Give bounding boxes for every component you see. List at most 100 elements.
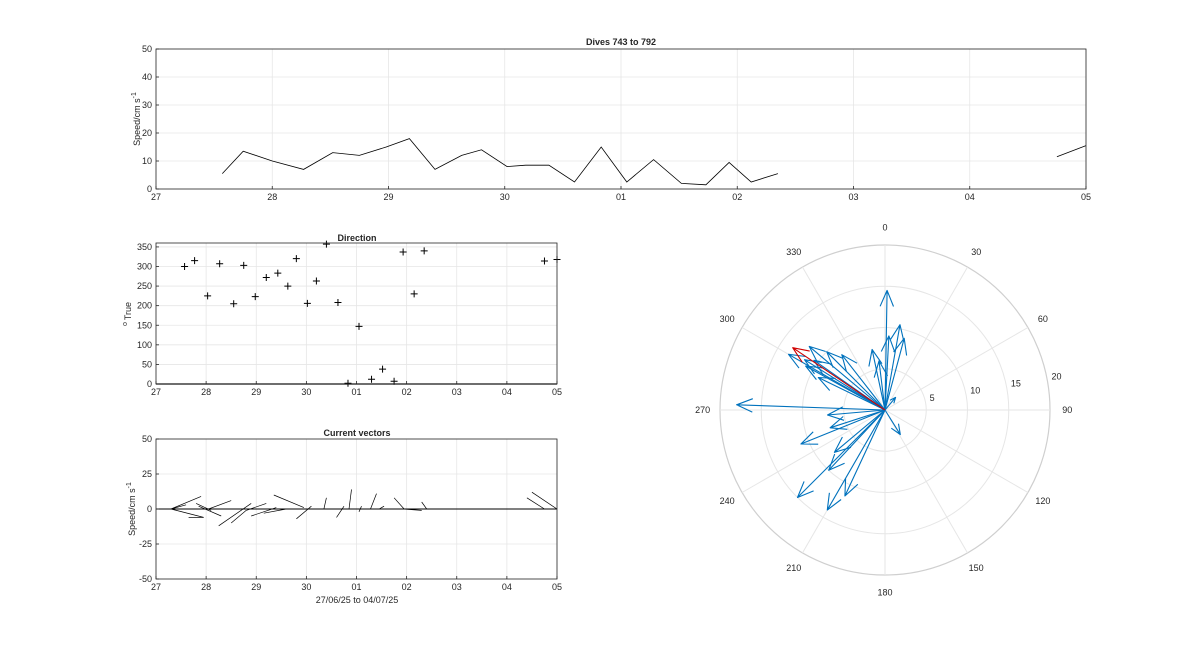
polar-ring-label: 20 — [1052, 371, 1062, 381]
speed-xtick-label: 27 — [151, 192, 161, 202]
polar-ring-label: 15 — [1011, 379, 1021, 389]
speed-series — [222, 138, 1087, 186]
speed-xtick-label: 01 — [616, 192, 626, 202]
current-vector — [170, 496, 202, 510]
current-vector — [263, 508, 287, 514]
polar-vector — [736, 398, 886, 413]
polar-vector — [800, 409, 886, 445]
direction-point — [204, 292, 212, 300]
polar-spoke — [884, 409, 1029, 493]
direction-point — [191, 257, 199, 265]
direction-xtick-label: 01 — [351, 387, 361, 397]
direction-point — [399, 248, 407, 256]
current-vector — [246, 503, 267, 511]
direction-point — [240, 261, 248, 269]
speed-axes: Dives 743 to 792 27 28 29 30 01 02 03 04 0501020… — [131, 37, 1091, 202]
polar-ring-label: 10 — [970, 386, 980, 396]
polar-vector — [833, 409, 886, 453]
polar-angle-label: 210 — [786, 563, 801, 573]
direction-ytick-label: 250 — [137, 281, 152, 291]
polar-spoke — [802, 266, 886, 411]
polar-vector — [826, 406, 886, 421]
direction-xtick-label: 27 — [151, 387, 161, 397]
current-vector — [208, 500, 232, 510]
speed-ylabel-text: Speed/cm s — [132, 98, 142, 146]
speed-line — [1056, 145, 1087, 158]
current-vector — [378, 505, 385, 510]
polar-angle-label: 180 — [877, 587, 892, 597]
current-vector — [273, 494, 305, 508]
direction-ytick-label: 100 — [137, 340, 152, 350]
speed-xtick-label: 02 — [732, 192, 742, 202]
current-vector — [323, 497, 327, 510]
direction-axes: Direction 27 28 29 30 01 02 03 04 05 0 50 100 150 200… — [122, 233, 562, 397]
current-vector — [230, 510, 247, 524]
direction-point — [322, 240, 330, 248]
current-vector — [403, 508, 422, 511]
vectors-ylabel-text: Speed/cm s — [127, 488, 137, 536]
direction-ylabel-text: True — [123, 302, 133, 320]
vectors-xtick-label: 29 — [251, 582, 261, 592]
speed-ytick-label: 30 — [142, 100, 152, 110]
direction-point — [181, 263, 189, 270]
polar-vector — [841, 354, 886, 411]
direction-point — [292, 255, 300, 263]
direction-point — [355, 322, 363, 330]
polar-vector — [884, 324, 905, 411]
polar-spoke — [884, 327, 1029, 411]
polar-angle-label: 270 — [695, 405, 710, 415]
direction-xtick-label: 29 — [251, 387, 261, 397]
vectors-ticks: 27 28 29 30 01 02 03 04 05 -50 -25 0 25 50 — [139, 434, 562, 592]
speed-ylabel-exponent: -1 — [131, 92, 138, 98]
speed-title: Dives 743 to 792 — [586, 37, 656, 47]
direction-ytick-label: 350 — [137, 242, 152, 252]
polar-vector — [884, 409, 901, 436]
speed-ytick-label: 40 — [142, 72, 152, 82]
polar-spoke — [741, 409, 886, 493]
current-vector — [198, 505, 222, 517]
direction-point — [540, 257, 548, 265]
direction-ytick-label: 300 — [137, 262, 152, 272]
direction-ylabel-degree: o — [122, 322, 129, 326]
vectors-ytick-label: 0 — [147, 504, 152, 514]
polar-vectors — [736, 289, 908, 511]
speed-xtick-label: 30 — [500, 192, 510, 202]
vectors-xlabel: 27/06/25 to 04/07/25 — [316, 595, 399, 605]
direction-point — [262, 273, 270, 281]
speed-xtick-label: 03 — [848, 192, 858, 202]
direction-point — [379, 365, 387, 373]
speed-xtick-label: 05 — [1081, 192, 1091, 202]
speed-ytick-label: 50 — [142, 44, 152, 54]
speed-xtick-label: 04 — [965, 192, 975, 202]
polar-vector — [884, 396, 897, 411]
vectors-ytick-label: -50 — [139, 574, 152, 584]
current-vector — [170, 508, 204, 518]
polar-angle-label: 60 — [1038, 314, 1048, 324]
polar-vector — [828, 409, 886, 471]
direction-ytick-label: 150 — [137, 320, 152, 330]
direction-xtick-label: 05 — [552, 387, 562, 397]
polar-angle-label: 120 — [1035, 496, 1050, 506]
current-vector — [358, 506, 362, 512]
vectors-series — [156, 489, 558, 527]
vectors-xtick-label: 30 — [301, 582, 311, 592]
current-vector — [296, 505, 312, 520]
current-vector — [421, 501, 427, 510]
speed-ticks: 27 28 29 30 01 02 03 04 05 0 10 20 30 40 50 — [142, 44, 1091, 202]
polar-vector — [829, 409, 886, 430]
polar-angle-label: 30 — [971, 247, 981, 257]
direction-title: Direction — [337, 233, 376, 243]
direction-point — [251, 293, 259, 301]
polar-vector — [817, 376, 886, 411]
polar-labels: 5 10 15 20 0 30 60 90 120 150 180 210 240 270 300 330 — [695, 223, 1072, 598]
polar-vector — [805, 365, 886, 411]
polar-angle-label: 0 — [882, 223, 887, 233]
speed-ylabel: Speed/cm s-1 — [131, 92, 142, 146]
direction-xtick-label: 28 — [201, 387, 211, 397]
current-vector — [526, 497, 545, 510]
vectors-axes: Current vectors 27 28 29 30 01 02 03 04 05 -50 -25… — [126, 428, 562, 605]
direction-xtick-label: 02 — [402, 387, 412, 397]
polar-vector — [844, 409, 886, 497]
current-vector — [348, 489, 352, 510]
